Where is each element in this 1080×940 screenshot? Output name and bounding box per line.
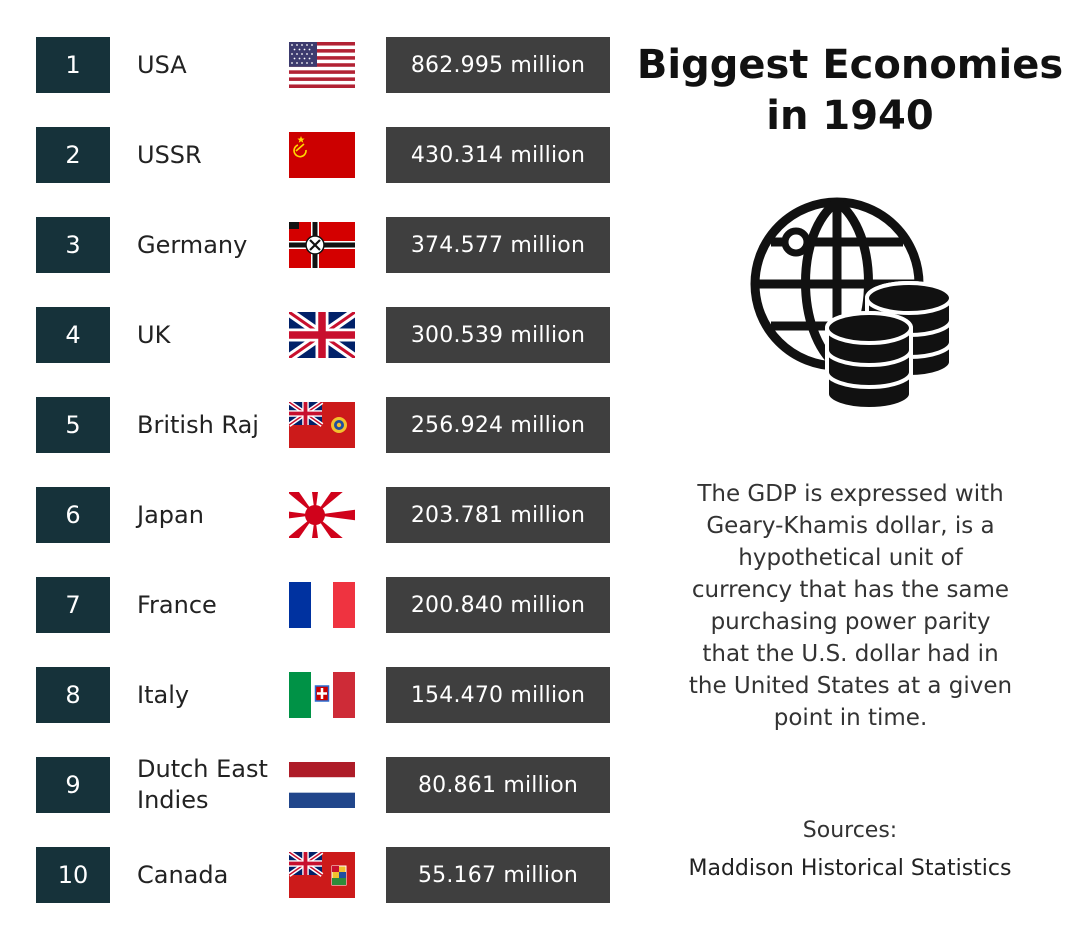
gdp-value: 300.539 million [386,307,610,363]
table-row: 1 USA 862.995 [36,37,610,93]
country-name: UK [137,320,171,349]
italy-flag-icon [289,672,355,718]
france-flag-icon [289,582,355,628]
ussr-flag-icon [289,132,355,178]
gdp-value: 80.861 million [386,757,610,813]
table-row: 2 USSR 430.314 million [36,127,610,183]
rank-badge: 8 [36,667,110,723]
usa-flag-icon [289,42,355,88]
table-row: 5 British Raj 256.924 million [36,397,610,453]
description-text: The GDP is expressed with Geary-Khamis d… [688,481,1013,731]
rank-badge: 3 [36,217,110,273]
rank-badge: 1 [36,37,110,93]
sources-text: Maddison Historical Statistics [688,856,1012,881]
rank-badge: 9 [36,757,110,813]
rank-badge: 6 [36,487,110,543]
canada-flag-icon [289,852,355,898]
rank-badge: 7 [36,577,110,633]
gdp-value: 430.314 million [386,127,610,183]
netherlands-flag-icon [289,762,355,808]
gdp-value: 200.840 million [386,577,610,633]
table-row: 10 Canada 55.167 million [36,847,610,903]
country-name: USSR [137,140,202,169]
country-name: Canada [137,860,229,889]
table-row: 6 Japan 203.781 [36,487,610,543]
gdp-value: 55.167 million [386,847,610,903]
country-name: France [137,590,217,619]
country-name: Germany [137,230,248,259]
country-name: USA [137,50,187,79]
table-row: 3 Germany 374.577 million [36,217,610,273]
country-name: British Raj [137,410,259,439]
country-name: Italy [137,680,190,709]
country-name: Dutch East Indies [137,755,268,814]
gdp-value: 256.924 million [386,397,610,453]
japan-flag-icon [289,492,355,538]
country-name: Japan [137,500,204,529]
rank-badge: 4 [36,307,110,363]
gdp-value: 862.995 million [386,37,610,93]
table-row: 4 UK 300.539 million [36,307,610,363]
rank-badge: 10 [36,847,110,903]
british-raj-flag-icon [289,402,355,448]
gdp-value: 374.577 million [386,217,610,273]
rank-badge: 2 [36,127,110,183]
rank-badge: 5 [36,397,110,453]
page-title: Biggest Economies in 1940 [630,40,1070,142]
gdp-value: 154.470 million [386,667,610,723]
uk-flag-icon [289,312,355,358]
table-row: 8 Italy 154.470 million [36,667,610,723]
table-row: 9 Dutch East Indies 80.861 million [36,755,610,814]
title-line: in 1940 [766,93,934,139]
sources-label: Sources: [802,818,898,843]
gdp-value: 203.781 million [386,487,610,543]
title-line: Biggest Economies [636,42,1064,88]
globe-with-coins-icon [745,192,960,417]
germany-flag-icon [289,222,355,268]
table-row: 7 France 200.840 million [36,577,610,633]
